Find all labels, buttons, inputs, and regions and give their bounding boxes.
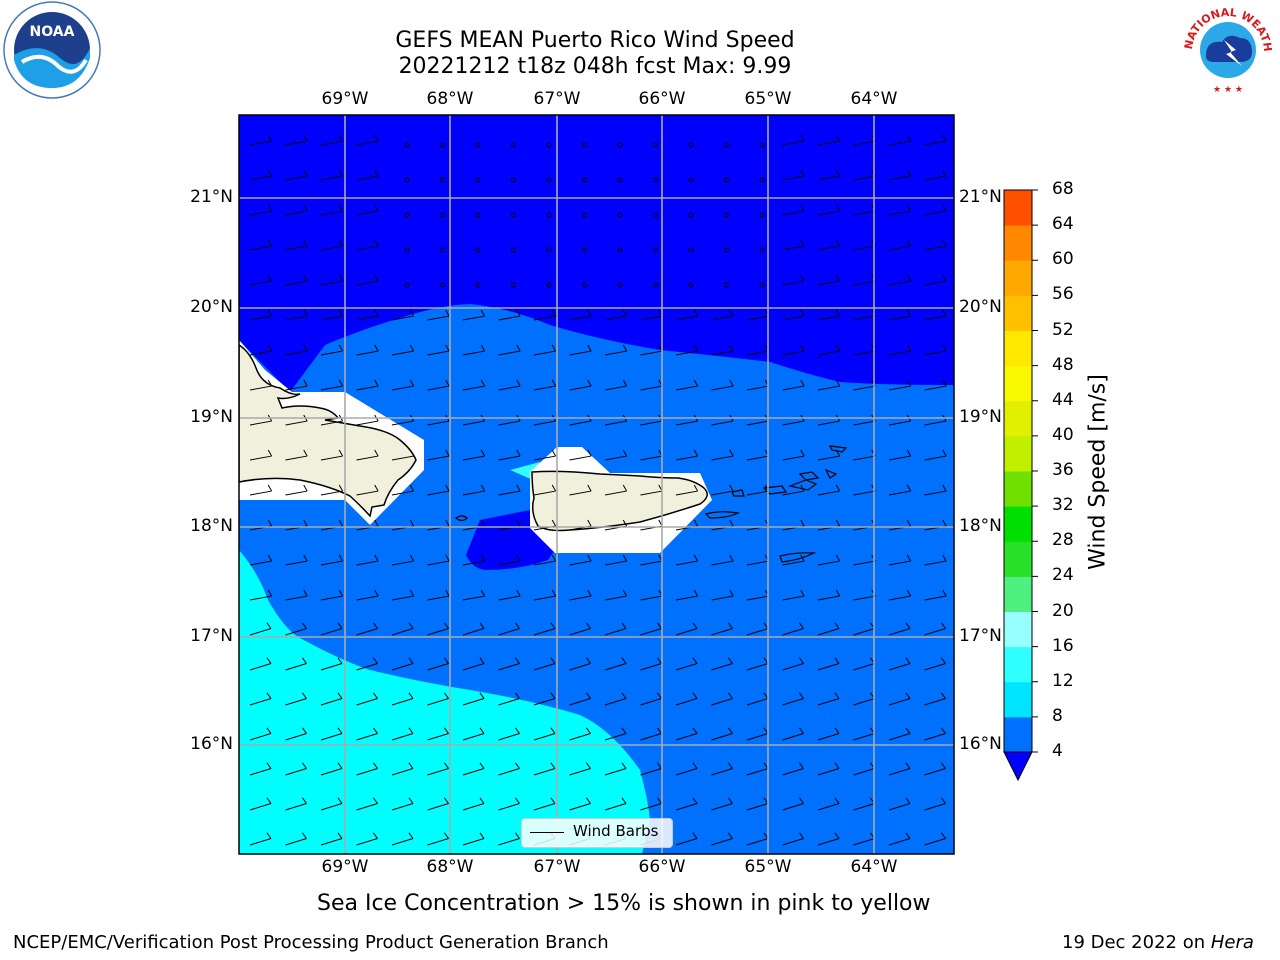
lat-label-left: 17°N <box>190 626 233 646</box>
lon-label-top: 64°W <box>851 89 898 109</box>
footer-date-text: 19 Dec 2022 on <box>1062 932 1211 953</box>
colorbar-band <box>1004 401 1032 437</box>
lat-label-right: 20°N <box>959 297 1002 317</box>
lon-label-bottom: 64°W <box>851 857 898 877</box>
footer-credit: NCEP/EMC/Verification Post Processing Pr… <box>13 932 609 953</box>
colorbar-tick-label: 12 <box>1052 671 1074 691</box>
colorbar-band <box>1004 331 1032 367</box>
lat-label-right: 18°N <box>959 516 1002 536</box>
colorbar-band <box>1004 647 1032 683</box>
colorbar <box>1004 190 1038 780</box>
footer-date: 19 Dec 2022 on Hera <box>1062 932 1254 953</box>
lon-label-bottom: 69°W <box>322 857 369 877</box>
lat-label-right: 21°N <box>959 187 1002 207</box>
colorbar-tick-label: 68 <box>1052 179 1074 199</box>
lon-label-bottom: 65°W <box>745 857 792 877</box>
colorbar-tick-label: 60 <box>1052 249 1074 269</box>
colorbar-band <box>1004 366 1032 402</box>
colorbar-band <box>1004 260 1032 296</box>
colorbar-tick-label: 20 <box>1052 601 1074 621</box>
lat-label-right: 16°N <box>959 734 1002 754</box>
colorbar-band <box>1004 541 1032 577</box>
lon-label-top: 67°W <box>534 89 581 109</box>
colorbar-tick-label: 48 <box>1052 355 1074 375</box>
sea-ice-caption: Sea Ice Concentration > 15% is shown in … <box>317 891 931 916</box>
colorbar-band <box>1004 576 1032 612</box>
colorbar-tick-label: 40 <box>1052 425 1074 445</box>
lon-label-bottom: 67°W <box>534 857 581 877</box>
lon-label-top: 65°W <box>745 89 792 109</box>
legend: Wind Barbs <box>521 818 673 848</box>
colorbar-band <box>1004 225 1032 261</box>
lat-label-left: 16°N <box>190 734 233 754</box>
lat-label-left: 20°N <box>190 297 233 317</box>
colorbar-tick-label: 56 <box>1052 284 1074 304</box>
lat-label-left: 18°N <box>190 516 233 536</box>
colorbar-tick-label: 28 <box>1052 530 1074 550</box>
lat-label-right: 17°N <box>959 626 1002 646</box>
colorbar-tick-label: 44 <box>1052 390 1074 410</box>
colorbar-label: Wind Speed [m/s] <box>1086 374 1111 570</box>
colorbar-band <box>1004 471 1032 507</box>
colorbar-tick-label: 32 <box>1052 495 1074 515</box>
colorbar-band <box>1004 612 1032 648</box>
colorbar-band <box>1004 436 1032 472</box>
lon-label-top: 69°W <box>322 89 369 109</box>
colorbar-tick-label: 16 <box>1052 636 1074 656</box>
footer-host: Hera <box>1211 932 1254 953</box>
lat-label-left: 21°N <box>190 187 233 207</box>
lon-label-bottom: 68°W <box>427 857 474 877</box>
colorbar-band <box>1004 682 1032 718</box>
colorbar-tick-label: 4 <box>1052 741 1063 761</box>
legend-line <box>530 832 564 833</box>
colorbar-band <box>1004 190 1032 226</box>
lon-label-top: 68°W <box>427 89 474 109</box>
colorbar-tick-label: 24 <box>1052 565 1074 585</box>
colorbar-band <box>1004 295 1032 331</box>
colorbar-tick-label: 36 <box>1052 460 1074 480</box>
colorbar-tick-label: 64 <box>1052 214 1074 234</box>
colorbar-under-arrow <box>1004 752 1032 780</box>
legend-label: Wind Barbs <box>573 822 658 840</box>
lon-label-bottom: 66°W <box>639 857 686 877</box>
colorbar-tick-label: 8 <box>1052 706 1063 726</box>
lon-label-top: 66°W <box>639 89 686 109</box>
colorbar-tick-label: 52 <box>1052 320 1074 340</box>
lat-label-right: 19°N <box>959 407 1002 427</box>
lat-label-left: 19°N <box>190 407 233 427</box>
colorbar-band <box>1004 506 1032 542</box>
colorbar-band <box>1004 717 1032 753</box>
